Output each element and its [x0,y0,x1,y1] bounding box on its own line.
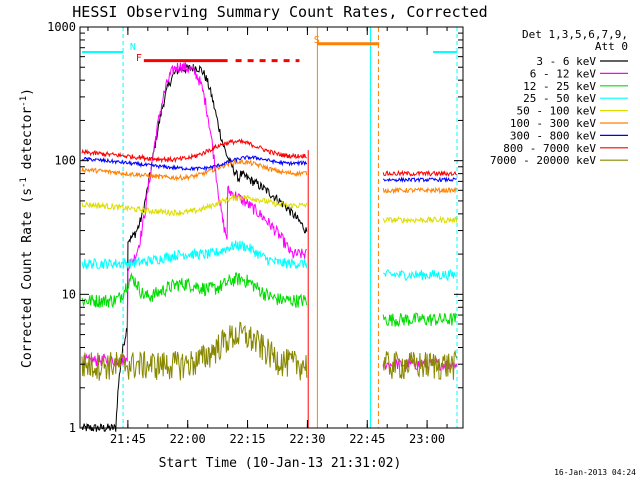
series-line-6-segment-2 [382,186,458,195]
x-tick-label-5: 23:00 [409,432,445,446]
y-tick-label-1: 10 [62,287,76,301]
series-line-8-segment-1 [81,137,307,164]
y-tick-label-3: 1000 [47,20,76,34]
legend-label-6: 100 - 300 keV [510,117,596,130]
night-flag-label: N [130,42,136,53]
series-line-5-segment-1 [81,193,308,218]
series-line-6-segment-1 [81,158,308,182]
legend-label-9: 7000 - 20000 keV [490,154,596,167]
series-line-1-segment-1 [81,64,308,432]
series-line-7-segment-2 [382,176,457,184]
x-tick-label-2: 22:15 [230,432,266,446]
series-line-2-segment-1 [81,62,307,368]
legend-label-1: 3 - 6 keV [536,55,596,68]
series-line-8-segment-2 [382,169,457,177]
series-line-9-segment-2 [382,349,458,380]
series-layer [81,62,458,432]
x-tick-label-0: 21:45 [110,432,146,446]
y-axis-label-main: Corrected Count Rate (s [20,188,35,368]
x-tick-label-1: 22:00 [170,432,206,446]
x-tick-label-3: 22:30 [289,432,325,446]
legend-label-8: 800 - 7000 keV [503,142,596,155]
x-tick-label-4: 22:45 [349,432,385,446]
series-line-4-segment-1 [81,239,308,270]
y-axis-label-sup2: -1 [19,96,29,107]
x-axis-ticks: 21:45 22:00 22:15 22:30 22:45 23:00 [87,27,448,446]
series-line-7-segment-1 [81,155,308,172]
saa-flag-label: S [314,35,320,46]
series-line-3-segment-1 [81,272,308,309]
y-axis-label-mid: detector [20,107,35,178]
series-line-9-segment-1 [81,321,308,381]
legend-label-3: 12 - 25 keV [523,80,596,93]
legend-header-line2: Att 0 [595,40,628,53]
legend-label-7: 300 - 800 keV [510,129,596,142]
footer-date: 16-Jan-2013 04:24 [554,468,636,477]
legend-label-4: 25 - 50 keV [523,92,596,105]
chart-title: HESSI Observing Summary Count Rates, Cor… [72,3,487,21]
y-tick-label-0: 1 [69,421,76,435]
series-line-4-segment-2 [383,268,457,282]
attenuator-flags: NF S [81,27,458,428]
plot-frame [79,26,464,429]
plot-border [79,26,464,429]
x-axis-label: Start Time (10-Jan-13 21:31:02) [159,456,402,471]
series-line-5-segment-2 [382,215,458,224]
legend-header-line1: Det 1,3,5,6,7,9, [522,28,628,41]
legend-label-2: 6 - 12 keV [530,67,597,80]
y-tick-label-2: 100 [54,154,76,168]
y-axis-ticks: 1 10 100 1000 [47,20,463,435]
legend-label-5: 50 - 100 keV [517,105,597,118]
y-axis-label-sup1: -1 [19,177,29,188]
y-axis-label: Corrected Count Rate (s-1 detector-1) [19,88,35,368]
y-axis-label-end: ) [20,88,35,96]
series-line-3-segment-2 [382,312,458,327]
flare-flag-label: F [136,53,142,64]
